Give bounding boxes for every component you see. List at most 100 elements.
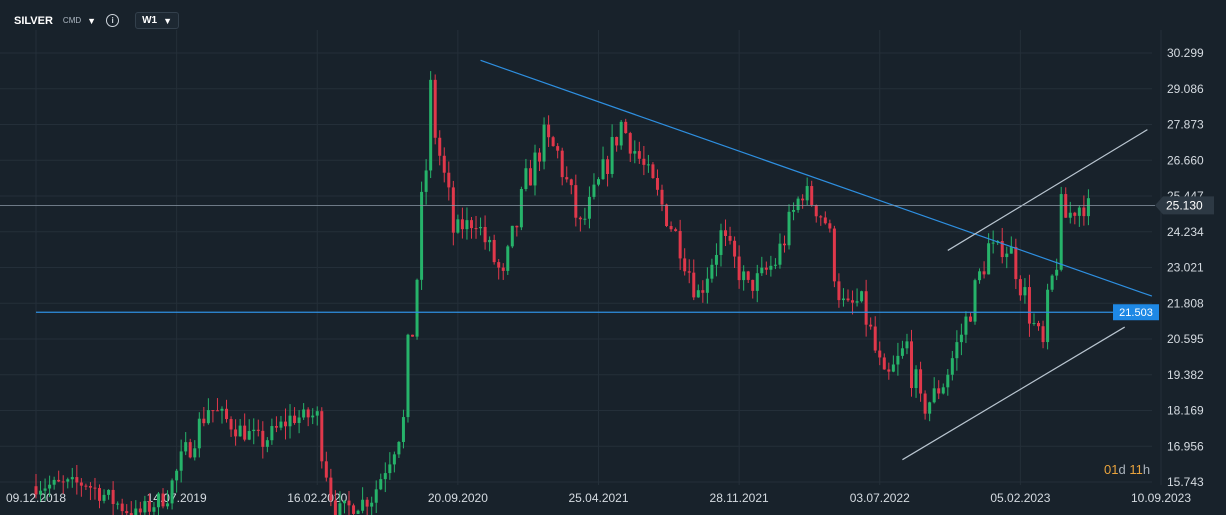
candle-body: [243, 425, 247, 440]
candle-body: [705, 278, 709, 293]
candle-body: [1086, 198, 1090, 217]
candle-body: [914, 369, 918, 389]
candle-body: [116, 503, 120, 505]
y-tick-label: 24.234: [1167, 225, 1204, 239]
candle-body: [733, 240, 737, 257]
candle-body: [864, 291, 868, 325]
candle-body: [782, 243, 786, 246]
candle-body: [869, 324, 873, 327]
candle-body: [855, 301, 859, 303]
candle-body: [297, 417, 301, 423]
candle-body: [991, 242, 995, 244]
candle-body: [601, 159, 605, 180]
candle-body: [75, 477, 79, 483]
candle-body: [347, 500, 351, 506]
candle-body: [569, 179, 573, 186]
x-tick-label: 16.02.2020: [287, 491, 347, 505]
candle-body: [211, 410, 215, 412]
x-tick-label: 03.07.2022: [850, 491, 910, 505]
candle-body: [338, 503, 342, 515]
candle-countdown: 01d 11h: [1104, 462, 1150, 477]
candle-body: [578, 217, 582, 220]
candle-body: [724, 230, 728, 236]
y-tick-label: 29.086: [1167, 82, 1204, 96]
candle-body: [742, 271, 746, 281]
candle-body: [633, 151, 637, 154]
candle-body: [401, 417, 405, 442]
candle-body: [352, 505, 356, 514]
candle-body: [805, 186, 809, 201]
candle-body: [483, 227, 487, 243]
candle-body: [642, 158, 646, 165]
candle-body: [34, 486, 38, 495]
instrument-type-label: CMD: [62, 16, 82, 25]
timeframe-selector[interactable]: W1 ▼: [135, 12, 179, 29]
candle-body: [1050, 275, 1054, 290]
candle-body: [460, 219, 464, 230]
candle-body: [265, 440, 269, 447]
candle-body: [429, 79, 433, 171]
channel-upper-line: [947, 129, 1148, 251]
candle-body: [987, 243, 991, 275]
candle-body: [687, 271, 691, 273]
candle-body: [392, 454, 396, 465]
candle-body: [70, 477, 74, 480]
candle-body: [342, 500, 346, 504]
y-tick-label: 26.660: [1167, 153, 1204, 167]
candle-body: [279, 421, 283, 428]
candle-body: [955, 342, 959, 359]
candle-body: [388, 464, 392, 474]
candle-body: [420, 191, 424, 280]
info-icon[interactable]: i: [106, 14, 120, 27]
candle-body: [801, 198, 805, 201]
candle-body: [878, 350, 882, 358]
x-tick-label: 14.07.2019: [147, 491, 207, 505]
candle-body: [274, 426, 278, 428]
candle-body: [851, 300, 855, 303]
candle-body: [1041, 326, 1045, 343]
candle-body: [919, 369, 923, 394]
candle-body: [320, 411, 324, 462]
candle-body: [624, 121, 628, 134]
candle-body: [510, 225, 514, 247]
candle-body: [728, 235, 732, 241]
x-tick-label: 20.09.2020: [428, 491, 488, 505]
candle-body: [447, 172, 451, 188]
candle-body: [669, 226, 673, 230]
candle-body: [411, 334, 415, 337]
candle-body: [841, 298, 845, 301]
chevron-down-icon: ▼: [163, 15, 172, 26]
candle-body: [692, 272, 696, 298]
candle-body: [324, 461, 328, 478]
candle-body: [764, 267, 768, 270]
symbol-label[interactable]: SILVER: [14, 14, 53, 27]
candle-body: [288, 415, 292, 427]
candle-body: [88, 486, 92, 488]
candle-body: [333, 500, 337, 515]
candle-body: [1037, 322, 1041, 327]
candle-body: [465, 220, 469, 230]
candle-body: [383, 473, 387, 480]
candle-body: [234, 429, 238, 437]
timeframe-label: W1: [142, 15, 158, 26]
candle-body: [968, 316, 972, 322]
y-tick-label: 19.382: [1167, 368, 1204, 382]
candle-body: [469, 220, 473, 229]
y-tick-label: 20.595: [1167, 332, 1204, 346]
candle-body: [860, 291, 864, 302]
candle-body: [451, 187, 455, 233]
candle-body: [415, 279, 419, 337]
y-tick-label: 18.169: [1167, 404, 1204, 418]
candle-body: [79, 482, 83, 486]
candle-body: [1064, 194, 1068, 218]
candle-body: [646, 164, 650, 166]
candle-body: [551, 137, 555, 147]
countdown-days: 01: [1104, 462, 1119, 477]
candle-body: [1023, 287, 1027, 296]
current-price-label: 25.130: [1166, 198, 1203, 212]
y-tick-label: 27.873: [1167, 118, 1204, 132]
candle-body: [225, 408, 229, 420]
symbol-dropdown-icon[interactable]: ▼: [87, 15, 97, 26]
candle-body: [710, 264, 714, 279]
